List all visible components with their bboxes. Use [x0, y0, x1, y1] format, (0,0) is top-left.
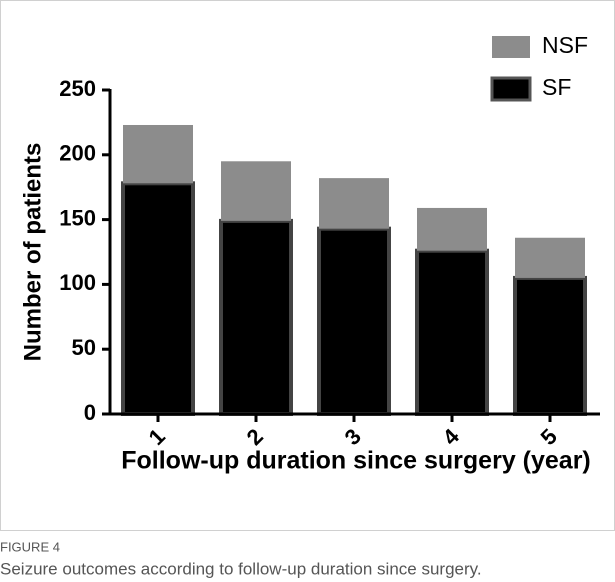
caption: Seizure outcomes according to follow-up … [0, 559, 482, 578]
y-tick-label: 0 [84, 400, 96, 425]
figure-label: FIGURE 4 [0, 539, 60, 554]
bar-segment [319, 178, 389, 229]
legend-swatch [492, 36, 530, 58]
bar-segment [415, 248, 489, 416]
y-tick-label: 50 [72, 335, 96, 360]
bar-segment [417, 207, 487, 251]
bar-segment [513, 275, 587, 417]
y-tick-label: 250 [59, 76, 96, 101]
y-tick-label: 150 [59, 205, 96, 230]
bar-segment [121, 181, 195, 416]
y-axis-label: Number of patients [19, 143, 46, 362]
y-tick-label: 200 [59, 141, 96, 166]
legend-swatch [490, 76, 532, 102]
legend-label: NSF [542, 32, 588, 58]
bar-segment [515, 237, 585, 278]
bar-segment [317, 226, 391, 416]
x-axis-label: Follow-up duration since surgery (year) [121, 447, 591, 475]
legend-label: SF [542, 74, 571, 100]
bar-segment [221, 161, 291, 221]
bar-segment [123, 124, 193, 184]
bar-segment [219, 218, 293, 416]
y-tick-label: 100 [59, 270, 96, 295]
